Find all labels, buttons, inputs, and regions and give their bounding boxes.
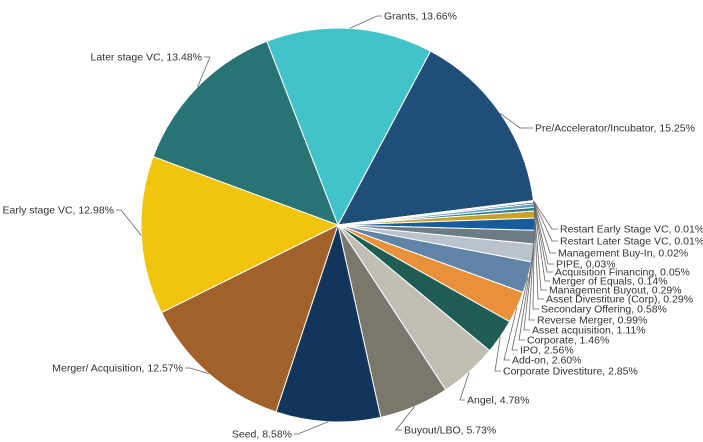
slice-label: Add-on, 2.60%	[512, 355, 581, 367]
slice-label: Merger of Equals, 0.14%	[552, 276, 668, 288]
leader-line	[533, 202, 550, 282]
slice-labels: Pre/Accelerator/Incubator, 15.25% Restart…	[3, 11, 703, 441]
leader-line	[395, 406, 415, 431]
leader-line	[503, 307, 518, 361]
pie-slice	[152, 40, 339, 226]
leader-line	[533, 201, 553, 273]
slice-label: Angel, 4.78%	[467, 395, 529, 407]
slice-label: PIPE, 0.03%	[556, 259, 616, 271]
leader-line	[494, 336, 501, 372]
slice-label: Management Buyout, 0.29%	[549, 285, 682, 297]
leader-line	[533, 205, 547, 291]
slice-label: Pre/Accelerator/Incubator, 15.25%	[535, 123, 695, 135]
slice-label: Asset acquisition, 1.11%	[532, 325, 646, 337]
slice-label: Restart Later Stage VC, 0.01%	[560, 236, 703, 248]
slice-label: Seed, 8.58%	[232, 429, 292, 441]
slice-label: Restart Early Stage VC, 0.01%	[560, 224, 703, 236]
leader-line	[528, 224, 536, 321]
slice-label: Buyout/LBO, 5.73%	[404, 425, 496, 437]
leader-line	[532, 214, 539, 310]
pie-slice	[160, 224, 339, 413]
pie-slice	[337, 50, 535, 226]
leader-lines	[116, 15, 558, 435]
leader-line	[349, 15, 382, 29]
slice-label: Reverse Merger, 0.99%	[537, 315, 647, 327]
slice-label: Grants, 13.66%	[384, 11, 457, 23]
leader-line	[534, 209, 544, 300]
slice-label: Early stage VC, 12.98%	[3, 205, 114, 217]
leader-line	[294, 421, 329, 435]
slice-label: Acquisition Financing, 0.05%	[555, 267, 690, 279]
leader-line	[459, 371, 470, 401]
leader-line	[533, 200, 556, 254]
slice-label: IPO, 2.56%	[520, 345, 574, 357]
leader-line	[533, 200, 558, 242]
slice-label: Corporate, 1.46%	[527, 335, 609, 347]
slice-label: Later stage VC, 13.48%	[91, 52, 203, 64]
leader-line	[523, 237, 535, 331]
leader-line	[511, 277, 529, 351]
leader-line	[185, 367, 209, 375]
slice-label: Corporate Divestiture, 2.85%	[503, 366, 638, 378]
slice-label: Merger/ Acquisition, 12.57%	[52, 363, 183, 375]
leader-line	[116, 209, 142, 236]
slice-label: Management Buy-In, 0.02%	[558, 248, 688, 260]
leader-line	[518, 253, 534, 341]
leader-line	[533, 201, 554, 265]
slice-label: Asset Divestiture (Corp), 0.29%	[546, 294, 693, 306]
leader-line	[499, 112, 533, 129]
leader-line	[533, 200, 558, 230]
slice-label: Secondary Offering, 0.58%	[541, 304, 667, 316]
leader-line	[197, 56, 211, 87]
pie-slices	[140, 27, 536, 423]
